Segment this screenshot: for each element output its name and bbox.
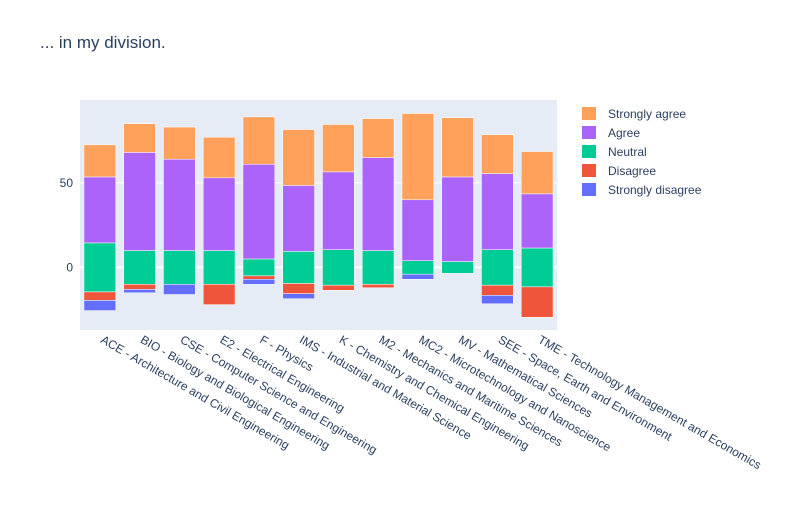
bar-strongly-agree bbox=[441, 117, 474, 178]
bar-neutral bbox=[242, 258, 276, 277]
bar-agree bbox=[401, 199, 435, 261]
legend-swatch bbox=[582, 126, 596, 139]
bar-strongly-agree bbox=[242, 116, 276, 165]
bar-agree bbox=[282, 185, 315, 252]
bar-neutral bbox=[441, 261, 474, 274]
bar-agree bbox=[361, 157, 395, 251]
legend-label: Strongly disagree bbox=[608, 183, 702, 197]
bar-disagree bbox=[520, 286, 554, 318]
bar-strongly-disagree bbox=[401, 273, 435, 280]
bar-neutral bbox=[202, 250, 236, 285]
legend-swatch bbox=[582, 183, 596, 196]
bar-disagree bbox=[202, 284, 236, 305]
bar-neutral bbox=[322, 249, 355, 286]
bar-agree bbox=[83, 176, 117, 244]
bar-neutral bbox=[401, 260, 435, 275]
bar-agree bbox=[481, 173, 514, 250]
bar-neutral bbox=[163, 250, 196, 285]
bar-strongly-agree bbox=[401, 113, 435, 201]
bar-strongly-agree bbox=[361, 118, 395, 158]
bar-strongly-disagree bbox=[163, 284, 196, 295]
bar-strongly-agree bbox=[282, 129, 315, 186]
bar-disagree bbox=[322, 284, 355, 291]
legend-label: Disagree bbox=[608, 164, 656, 178]
y-tick-label: 50 bbox=[60, 176, 74, 190]
bar-neutral bbox=[520, 247, 554, 288]
legend-label: Strongly agree bbox=[608, 107, 686, 121]
plot-background bbox=[80, 100, 557, 330]
bar-strongly-agree bbox=[123, 123, 156, 153]
bar-strongly-disagree bbox=[282, 293, 315, 299]
bar-disagree bbox=[481, 284, 514, 296]
bar-disagree bbox=[83, 291, 117, 301]
bar-agree bbox=[123, 152, 156, 251]
legend-label: Neutral bbox=[608, 145, 647, 159]
bar-neutral bbox=[83, 242, 117, 293]
bar-strongly-agree bbox=[202, 136, 236, 179]
bar-disagree bbox=[242, 275, 276, 280]
bar-agree bbox=[322, 171, 355, 250]
bar-strongly-disagree bbox=[242, 279, 276, 285]
bar-agree bbox=[520, 193, 554, 249]
bar-agree bbox=[202, 177, 236, 251]
bar-strongly-disagree bbox=[83, 300, 117, 311]
bar-neutral bbox=[123, 250, 156, 285]
bar-strongly-agree bbox=[83, 144, 117, 178]
bar-neutral bbox=[282, 251, 315, 284]
legend-swatch bbox=[582, 164, 596, 177]
bar-strongly-disagree bbox=[481, 295, 514, 305]
bar-agree bbox=[163, 158, 196, 251]
chart-title: ... in my division. bbox=[40, 33, 166, 52]
bar-strongly-agree bbox=[520, 151, 554, 195]
bar-agree bbox=[441, 176, 474, 262]
legend-swatch bbox=[582, 107, 596, 120]
bar-disagree bbox=[361, 284, 395, 288]
legend-swatch bbox=[582, 145, 596, 158]
bar-strongly-agree bbox=[481, 134, 514, 174]
bar-agree bbox=[242, 164, 276, 260]
bar-strongly-agree bbox=[322, 124, 355, 173]
bar-neutral bbox=[481, 249, 514, 286]
bar-disagree bbox=[282, 283, 315, 294]
bar-strongly-disagree bbox=[123, 289, 156, 294]
bar-strongly-agree bbox=[163, 126, 196, 160]
legend-label: Agree bbox=[608, 126, 640, 140]
y-tick-label: 0 bbox=[66, 260, 73, 274]
bar-neutral bbox=[361, 250, 395, 285]
bar-disagree bbox=[123, 284, 156, 290]
